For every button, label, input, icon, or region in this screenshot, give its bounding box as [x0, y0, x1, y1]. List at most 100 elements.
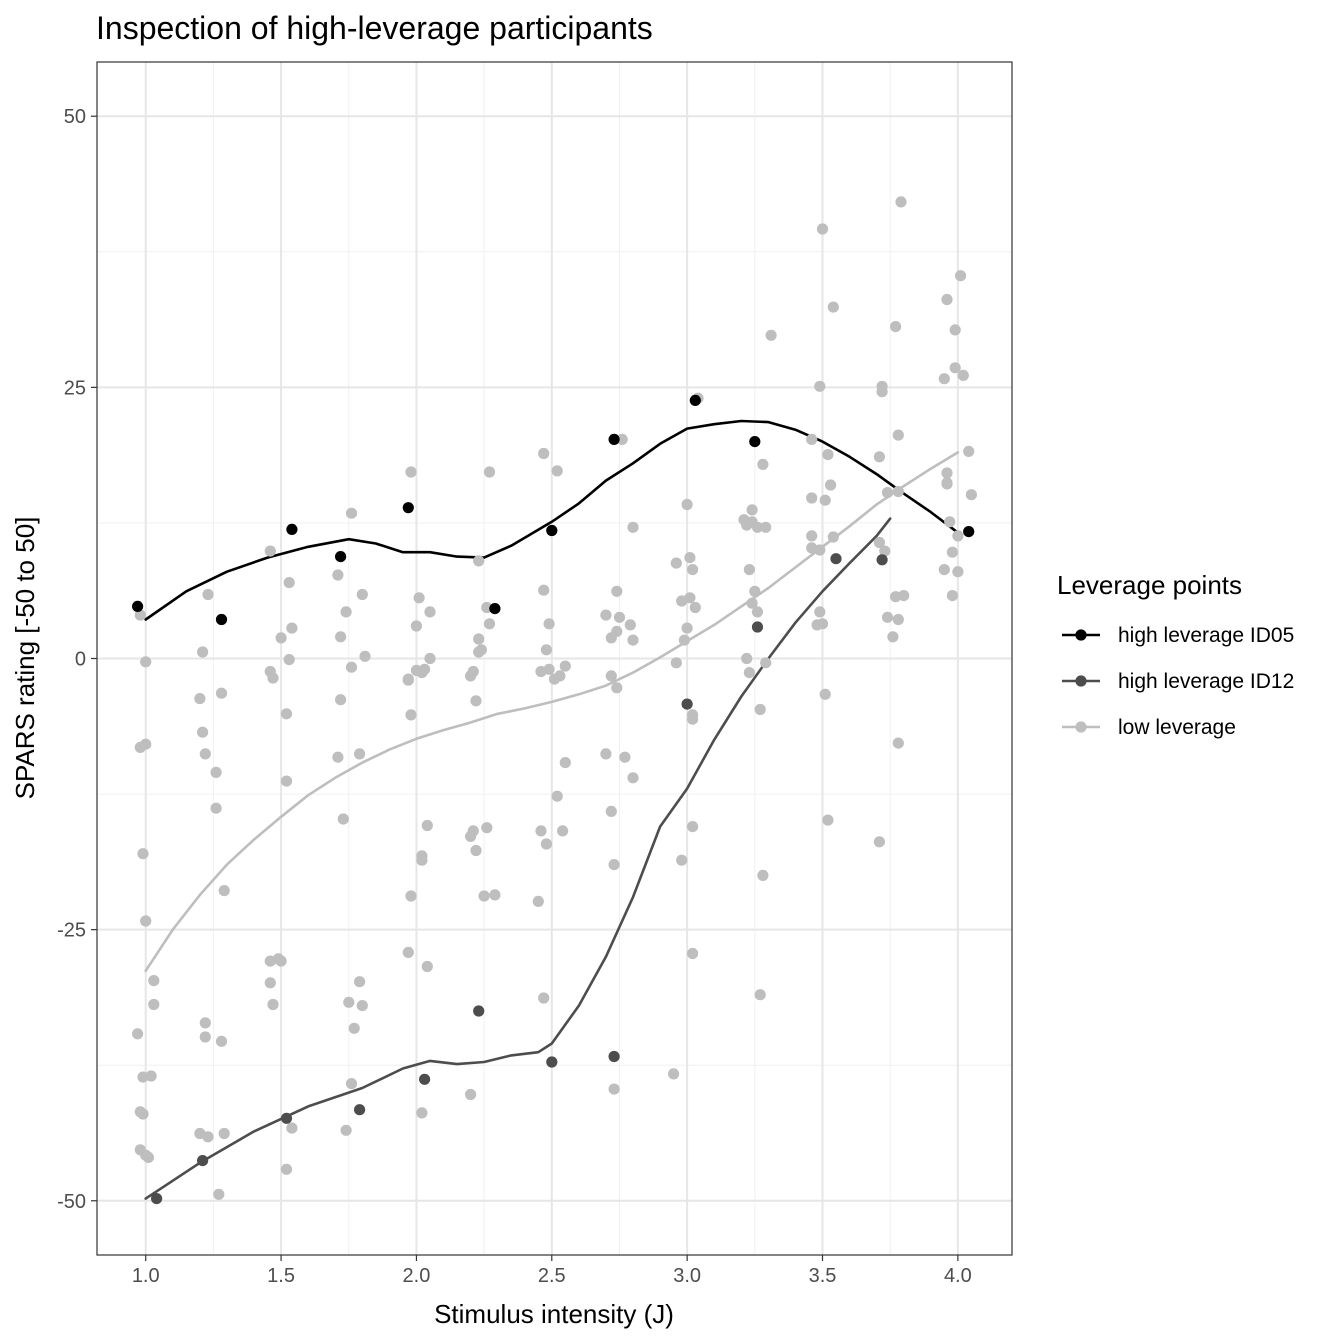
data-point [816, 618, 829, 630]
data-point [540, 838, 553, 850]
data-point [151, 1193, 163, 1205]
data-point [197, 1155, 209, 1167]
y-axis-title: SPARS rating [-50 to 50] [10, 517, 40, 800]
chart-title: Inspection of high-leverage participants [96, 10, 653, 46]
data-point [473, 633, 485, 645]
data-point [627, 634, 639, 646]
data-point [354, 748, 366, 760]
data-point [608, 1050, 620, 1063]
data-point [140, 738, 152, 750]
data-point [600, 748, 612, 760]
data-point [879, 545, 891, 557]
data-point [275, 955, 287, 967]
data-point [963, 445, 975, 457]
data-point [830, 553, 842, 565]
data-point [938, 373, 950, 385]
data-point [416, 1107, 428, 1119]
data-point [944, 516, 956, 528]
data-point [532, 895, 544, 908]
data-point [467, 665, 479, 678]
data-point [876, 380, 888, 392]
data-point [280, 775, 293, 787]
data-point [754, 989, 766, 1001]
data-point [354, 1104, 366, 1116]
data-point [210, 766, 222, 779]
data-point [280, 708, 293, 720]
data-point [202, 1131, 214, 1143]
data-point [559, 757, 571, 769]
data-point [197, 726, 209, 738]
data-point [210, 802, 222, 814]
data-point [957, 369, 969, 381]
data-point [825, 479, 837, 491]
legend-items: high leverage ID05 high leverage ID12 low … [1062, 624, 1294, 739]
data-point [687, 713, 699, 725]
data-point [405, 466, 417, 478]
data-point [684, 592, 696, 604]
data-point [264, 977, 276, 989]
x-tick-label: 3.0 [673, 1265, 701, 1287]
x-tick-label: 1.0 [132, 1265, 160, 1287]
data-point [267, 672, 279, 684]
data-point [354, 976, 366, 988]
data-point [955, 270, 967, 282]
legend-label: high leverage ID05 [1118, 624, 1294, 647]
data-point [465, 1088, 477, 1101]
data-point [895, 196, 907, 208]
data-point [148, 975, 160, 987]
data-point [132, 600, 144, 613]
data-point [345, 507, 358, 519]
data-point [473, 555, 485, 567]
data-point [140, 915, 152, 927]
data-point [819, 688, 831, 700]
data-point [483, 618, 496, 630]
data-point [546, 1056, 558, 1068]
data-point [605, 670, 617, 682]
data-point [890, 321, 902, 333]
data-point [676, 854, 688, 866]
data-point [337, 813, 349, 825]
data-point [332, 751, 344, 763]
data-point [757, 458, 769, 470]
data-point [627, 772, 639, 784]
data-point [941, 477, 953, 489]
data-point [478, 890, 490, 902]
data-point [816, 223, 829, 235]
data-point [876, 554, 888, 566]
data-point [421, 819, 433, 832]
data-point [283, 577, 295, 589]
legend-key-point [1075, 721, 1087, 733]
data-point [806, 433, 818, 445]
x-tick-label: 2.5 [538, 1265, 566, 1287]
data-point [551, 465, 563, 477]
data-point [751, 521, 764, 533]
data-point [757, 869, 769, 882]
plot-panel [96, 61, 1013, 1256]
data-point [215, 687, 228, 699]
data-point [746, 597, 758, 609]
data-point [806, 530, 818, 542]
data-point [952, 530, 964, 542]
data-point [611, 585, 623, 597]
data-point [741, 652, 753, 665]
legend-title: Leverage points [1057, 570, 1242, 600]
data-point [470, 844, 482, 857]
data-point [681, 698, 693, 710]
data-point [681, 498, 693, 511]
data-point [822, 814, 834, 826]
data-point [335, 551, 347, 563]
data-point [215, 1035, 228, 1047]
x-tick-label: 2.0 [403, 1265, 431, 1287]
data-point [140, 656, 152, 668]
data-point [749, 585, 761, 597]
y-tick-label: -50 [57, 1191, 86, 1213]
data-point [199, 1031, 211, 1043]
data-point [887, 631, 899, 643]
y-tick-label: -25 [57, 920, 86, 942]
data-point [941, 467, 953, 479]
data-point [559, 660, 571, 672]
data-point [751, 621, 764, 633]
legend-key-point [1075, 675, 1087, 687]
y-tick-label: 25 [64, 377, 86, 399]
